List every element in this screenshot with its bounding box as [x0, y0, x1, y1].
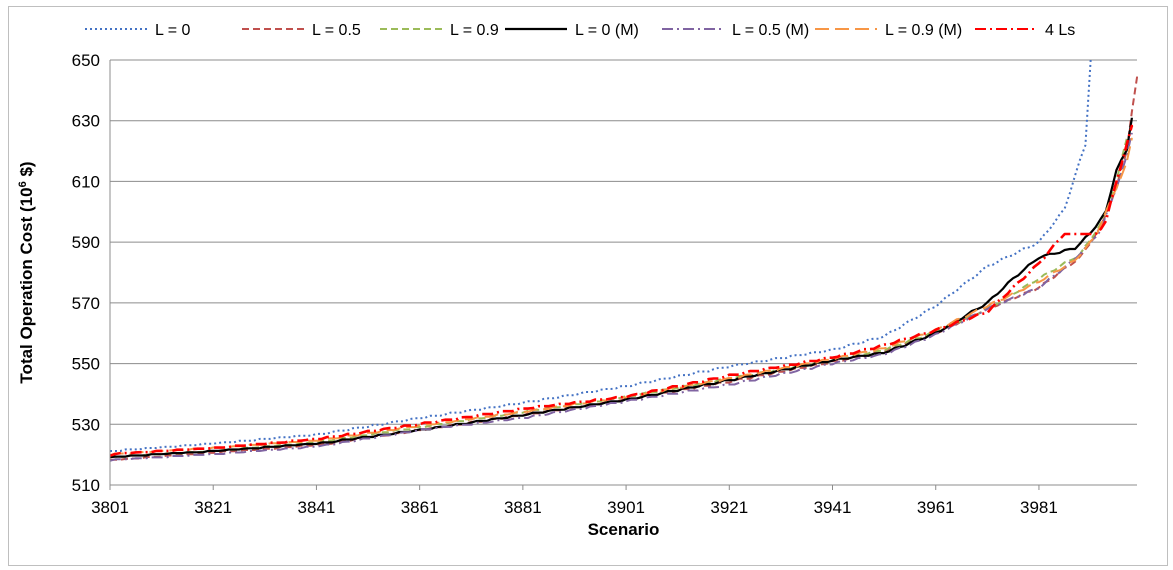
series-layer	[109, 60, 1138, 462]
y-axis-title-unit: $)	[17, 161, 36, 181]
x-tick-label-4: 3881	[504, 498, 542, 517]
x-tick-label-5: 3901	[607, 498, 645, 517]
x-tick-label-9: 3981	[1020, 498, 1058, 517]
x-axis-title: Scenario	[588, 520, 660, 539]
x-tick-label-8: 3961	[917, 498, 955, 517]
legend-label-4: L = 0.5 (M)	[732, 22, 809, 39]
series-line-5	[109, 137, 1133, 457]
series-line-1	[110, 76, 1138, 461]
y-tick-label-1: 530	[72, 415, 100, 434]
gridlines	[110, 59, 1137, 486]
legend-label-0: L = 0	[155, 22, 191, 39]
legend: L = 0 L = 0.5 L = 0.9 L = 0 (M) L = 0.5 (M) L…	[85, 22, 1075, 39]
tick-labels: 510 530 550 570 590 610 630 650 3801 3821 3841 3861…	[72, 51, 1058, 517]
legend-label-6: 4 Ls	[1045, 22, 1075, 39]
y-tick-label-3: 570	[72, 294, 100, 313]
legend-label-3: L = 0 (M)	[575, 22, 639, 39]
y-tick-label-4: 590	[72, 233, 100, 252]
legend-label-5: L = 0.9 (M)	[885, 22, 962, 39]
x-tick-label-2: 3841	[298, 498, 336, 517]
y-axis-title-sup: 6	[17, 181, 29, 187]
y-axis-title: Total Operation Cost (106 $)	[17, 161, 36, 383]
y-tick-label-5: 610	[72, 172, 100, 191]
series-line-6	[109, 124, 1134, 457]
y-tick-label-7: 650	[72, 51, 100, 70]
y-axis-title-main: Total Operation Cost (10	[17, 187, 36, 383]
series-line-0	[110, 60, 1092, 452]
legend-label-2: L = 0.9	[450, 22, 499, 39]
chart-frame	[8, 6, 1168, 566]
x-tick-label-6: 3921	[710, 498, 748, 517]
x-tick-label-3: 3861	[401, 498, 439, 517]
y-tick-label-0: 510	[72, 476, 100, 495]
x-tick-label-7: 3941	[814, 498, 852, 517]
x-tick-label-1: 3821	[194, 498, 232, 517]
series-line-2	[110, 138, 1128, 458]
legend-label-1: L = 0.5	[312, 22, 361, 39]
series-line-3	[109, 117, 1133, 459]
y-tick-label-6: 630	[72, 112, 100, 131]
y-tick-label-2: 550	[72, 355, 100, 374]
x-tick-label-0: 3801	[91, 498, 129, 517]
series-line-4	[109, 132, 1133, 462]
axes	[109, 60, 1137, 490]
